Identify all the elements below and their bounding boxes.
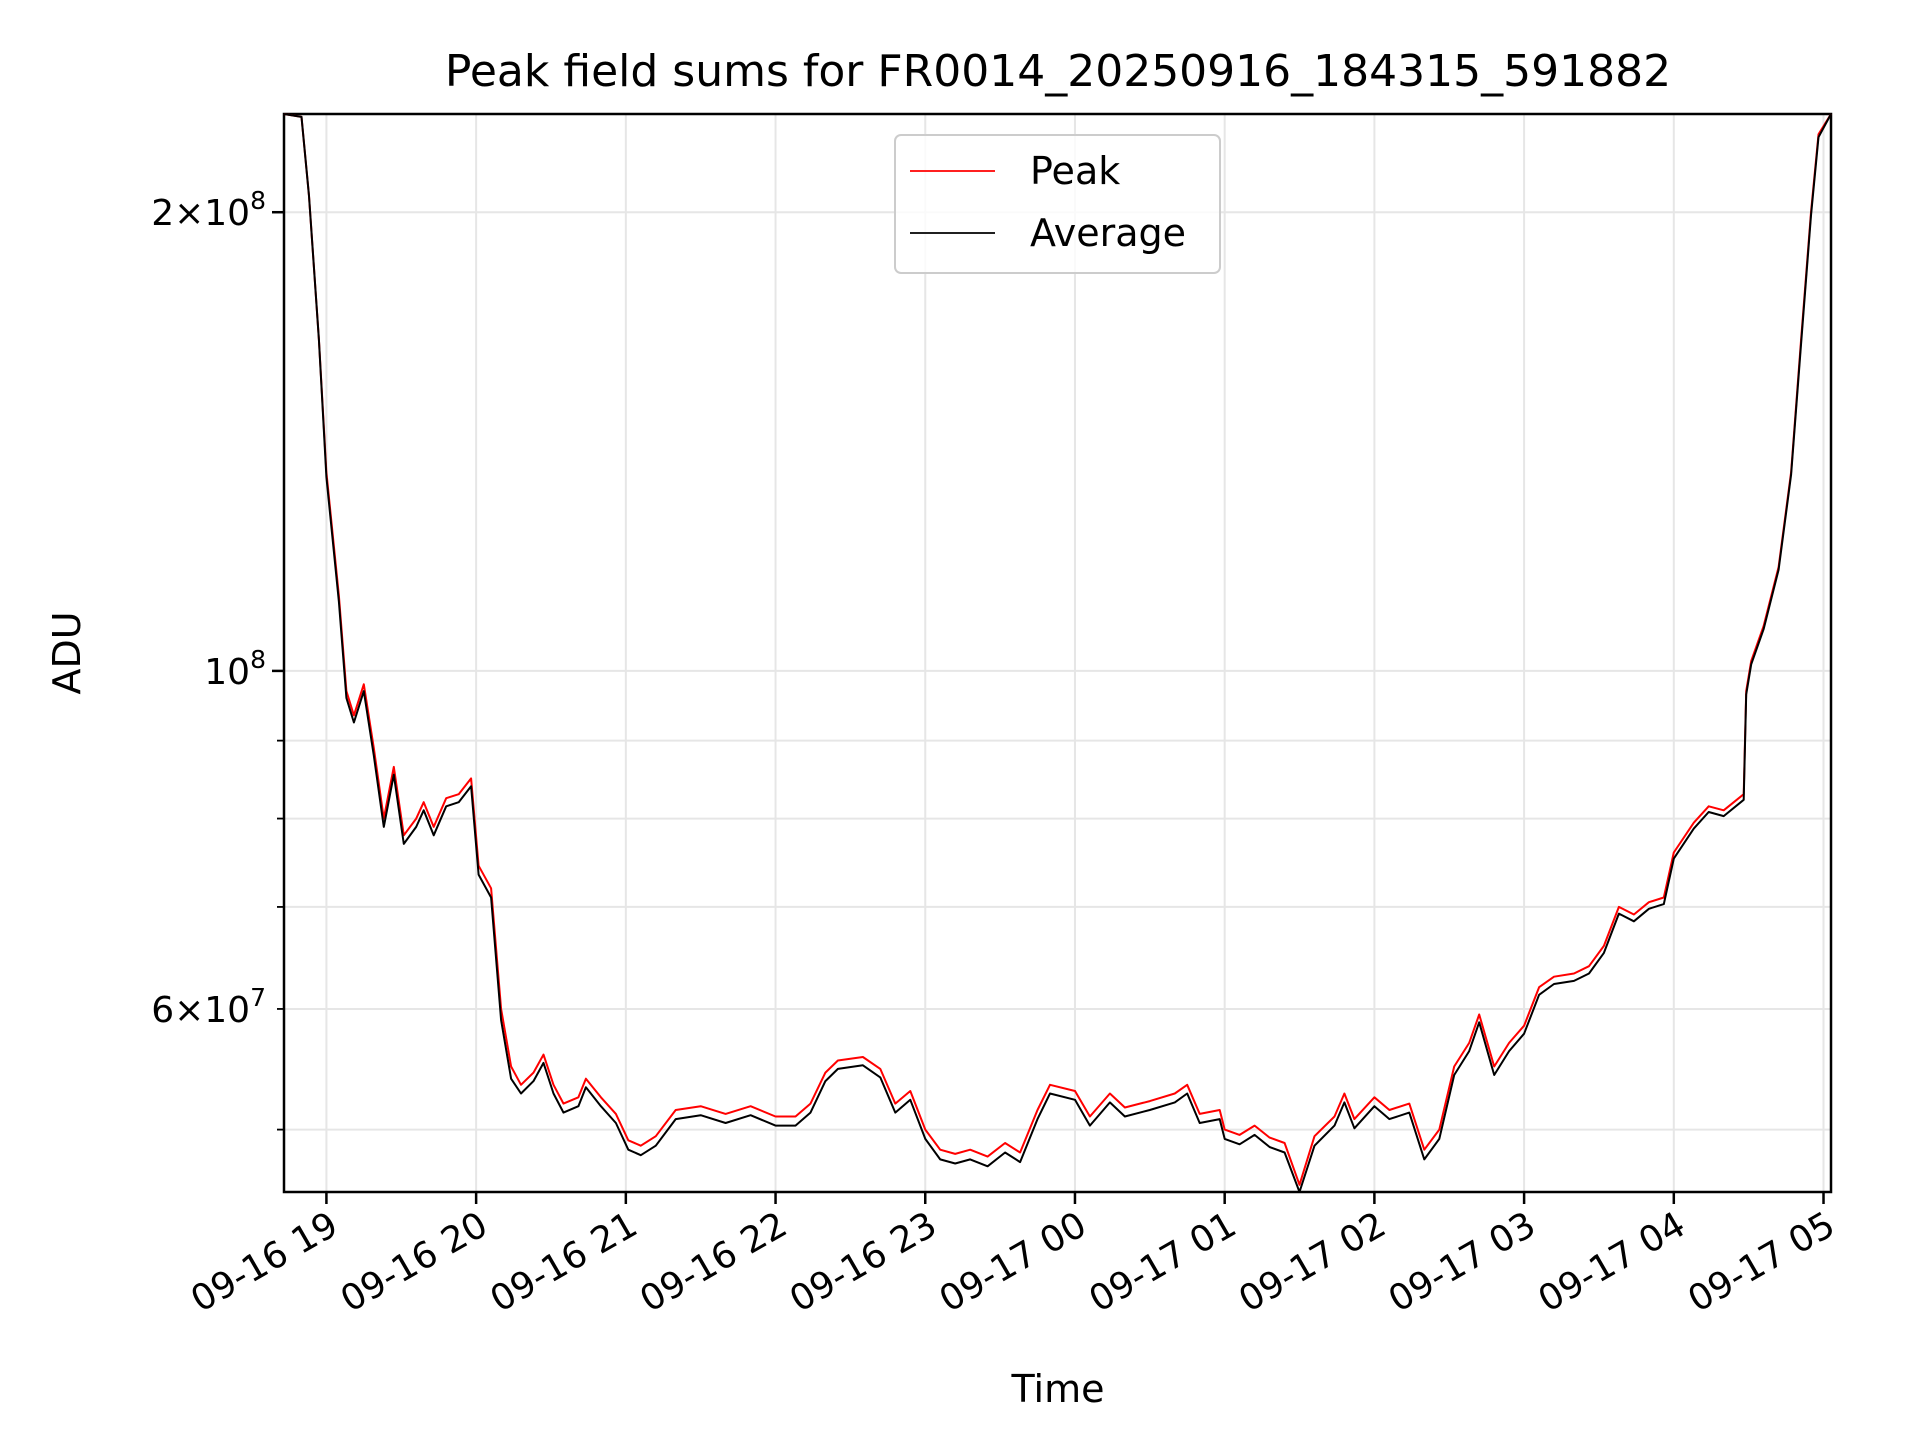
legend: Peak Average — [894, 134, 1221, 274]
grid — [284, 114, 1831, 1192]
plot-frame — [282, 112, 1833, 1194]
legend-label-average: Average — [1030, 211, 1186, 255]
y-tick-label: 108 — [204, 645, 266, 693]
y-tick-label: 2×108 — [151, 186, 266, 234]
series-line-average — [283, 113, 1832, 1193]
x-axis-label: Time — [1011, 1367, 1105, 1411]
y-tick-label: 6×107 — [151, 983, 266, 1031]
y-axis-label: ADU — [45, 611, 89, 694]
chart-title: Peak field sums for FR0014_20250916_1843… — [445, 46, 1671, 97]
legend-frame — [894, 134, 1221, 274]
y-axis-ticks: 2×108 108 6×107 — [151, 186, 284, 1131]
series-layer — [283, 113, 1832, 1193]
legend-label-peak: Peak — [1030, 149, 1120, 193]
